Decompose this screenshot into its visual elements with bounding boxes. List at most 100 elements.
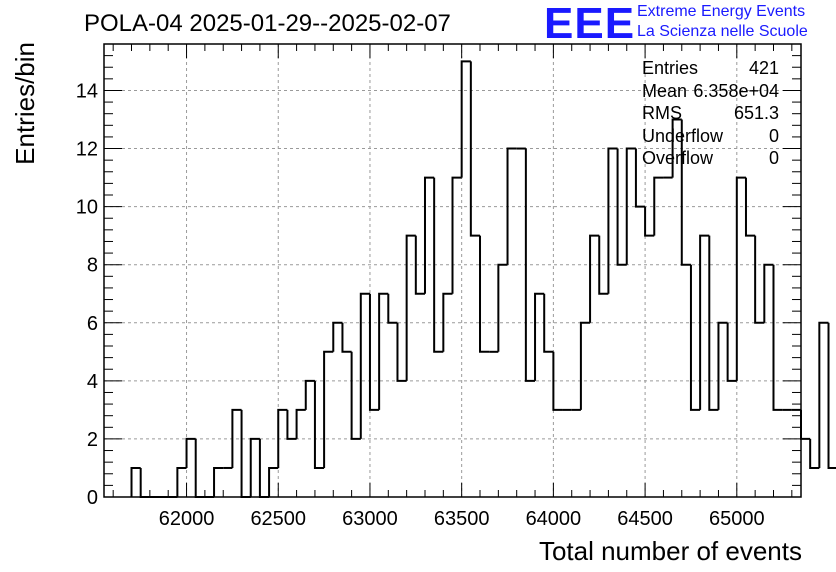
histogram-bin [506,147,517,265]
histogram-bin [735,176,746,381]
eee-logo: EEE [544,0,636,48]
histogram-bin [625,147,636,265]
histogram-bin [387,293,398,324]
y-tick-label: 0 [87,487,98,509]
stat-label: Mean [642,80,688,101]
histogram-bin [213,466,224,497]
histogram-bin [543,293,554,353]
y-tick-label: 14 [76,80,98,102]
histogram-bin [717,321,728,410]
stat-label: Entries [642,58,699,78]
histogram-bin [295,408,306,439]
logo-line-1: Extreme Energy Events [637,3,806,20]
y-tick-label: 8 [87,255,98,277]
histogram-bin [616,148,627,266]
stats-box: Entries 421 Mean 6.358e+04 RMS 651.3 Und… [642,58,782,171]
histogram-bin [800,409,811,440]
histogram-bin [433,177,444,353]
histogram-bin [277,408,288,468]
stat-value: 6.358e+04 [693,80,779,101]
x-tick-label: 64500 [617,508,673,530]
histogram-bin [268,466,279,497]
histogram-bin [827,322,836,469]
histogram-bin [754,235,765,324]
y-tick-label: 4 [87,371,98,393]
x-tick-label: 63000 [342,508,398,530]
stat-value: 0 [768,148,779,168]
stat-row-mean: Mean 6.358e+04 [642,81,782,104]
stat-row-entries: Entries 421 [642,58,782,81]
histogram-bin [653,176,664,236]
histogram-bin [744,177,756,237]
y-tick-label: 12 [76,139,98,161]
histogram-bin [423,176,435,294]
x-tick-label: 65000 [709,508,765,530]
y-axis-label: Entries/bin [10,42,40,165]
y-tick-label: 10 [76,197,98,219]
histogram-bin [396,322,407,382]
histogram-bin [442,292,453,352]
histogram-bin [323,350,334,468]
stat-value: 0 [768,125,779,146]
stat-label: Overflow [642,148,714,168]
chart-title: POLA-04 2025-01-29--2025-02-07 [84,10,451,37]
axis-ticks: 62000 62500 63000 63500 64000 64500 65000 0 2 4 6 8… [76,43,801,530]
histogram-bin [368,293,380,411]
histogram-bin [258,438,270,498]
stat-value: 651.3 [733,103,779,123]
histogram-bin [185,437,196,468]
histogram-bin [607,147,618,294]
stat-row-overflow: Overflow 0 [642,148,782,171]
y-tick-label: 2 [87,429,98,451]
histogram-bin [304,379,315,410]
histogram-bin [249,437,260,497]
histogram-bin [341,322,352,353]
histogram-bin [479,235,490,353]
histogram-bin [451,176,462,294]
y-tick-label: 6 [87,313,98,335]
histogram-bin [231,408,242,468]
histogram-bin [598,235,609,295]
histogram-bin [460,60,471,178]
stat-label: RMS [642,103,682,123]
histogram-bin [286,409,297,440]
histogram-bin [689,264,701,411]
histogram-bin [350,351,361,440]
histogram-bin [579,321,591,410]
histogram-bin [644,206,655,237]
histogram-bin [332,321,343,352]
histogram-bin [552,351,563,411]
histogram-bin [130,466,141,497]
histogram-bin [378,292,389,410]
stat-label: Underflow [642,125,724,146]
plot-frame [103,43,802,498]
histogram-bin [240,409,251,498]
histogram-bin [534,292,545,381]
histogram-bin [763,263,774,323]
histogram-bin [524,148,536,382]
stat-row-underflow: Underflow 0 [642,126,782,149]
histogram-bin [359,292,370,439]
histogram-bin [671,118,682,178]
histogram-bin [772,264,783,411]
x-tick-label: 62500 [250,508,306,530]
histogram-bin [589,234,600,323]
histogram-bin [176,466,187,497]
stat-row-rms: RMS 651.3 [642,103,782,126]
histogram-bin [194,438,205,498]
histogram-bin [497,263,508,352]
x-tick-label: 62000 [159,508,215,530]
histogram-bin [414,235,425,295]
x-tick-label: 64000 [526,508,582,530]
logo-line-2: La Scienza nelle Scuole [637,23,808,40]
histogram-bin [818,321,829,468]
stat-value: 421 [748,58,779,78]
histogram-bin [405,234,416,381]
histogram-bin [139,467,150,498]
histogram-bin [634,148,646,208]
histogram-bin [708,235,719,411]
histogram-bin [313,380,325,469]
histogram-bin [680,119,691,266]
histogram-bin [809,438,820,469]
